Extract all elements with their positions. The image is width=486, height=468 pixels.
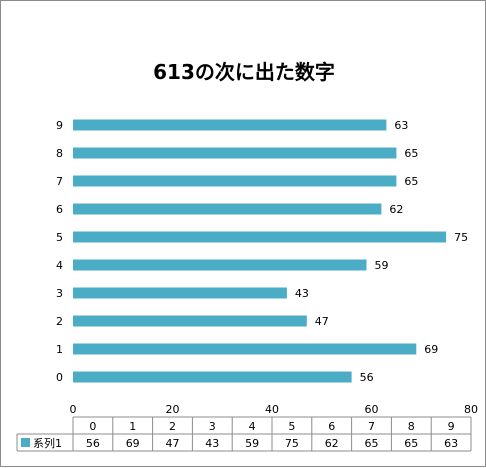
category-label-4: 4: [56, 259, 63, 272]
table-value-8: 65: [404, 437, 418, 450]
data-label-7: 65: [404, 175, 418, 188]
table-value-0: 56: [86, 437, 100, 450]
table-header-8: 8: [408, 420, 415, 433]
table-header-3: 3: [209, 420, 216, 433]
table-header-2: 2: [169, 420, 176, 433]
category-label-6: 6: [56, 203, 63, 216]
table-header-9: 9: [448, 420, 455, 433]
data-label-1: 69: [424, 343, 438, 356]
bar-8: [73, 147, 397, 159]
table-header-7: 7: [368, 420, 375, 433]
bar-0: [73, 371, 352, 383]
data-label-6: 62: [389, 203, 403, 216]
bars-group: [73, 119, 447, 383]
legend-key-icon: [21, 438, 30, 447]
table-value-5: 75: [285, 437, 299, 450]
table-header-6: 6: [328, 420, 335, 433]
category-label-8: 8: [56, 147, 63, 160]
table-value-9: 63: [444, 437, 458, 450]
category-label-9: 9: [56, 119, 63, 132]
chart-title: 613の次に出た数字: [153, 60, 335, 84]
data-label-2: 47: [315, 315, 329, 328]
x-tick-label-40: 40: [265, 403, 279, 416]
table-value-1: 69: [126, 437, 140, 450]
category-label-3: 3: [56, 287, 63, 300]
table-value-3: 43: [205, 437, 219, 450]
bar-1: [73, 343, 417, 355]
data-label-5: 75: [454, 231, 468, 244]
bar-6: [73, 203, 382, 215]
category-label-7: 7: [56, 175, 63, 188]
category-label-5: 5: [56, 231, 63, 244]
data-label-0: 56: [360, 371, 374, 384]
x-axis: 0 20 40 60 80: [70, 403, 479, 416]
table-value-4: 59: [245, 437, 259, 450]
table-header-4: 4: [249, 420, 256, 433]
data-label-9: 63: [394, 119, 408, 132]
x-tick-label-60: 60: [365, 403, 379, 416]
bar-4: [73, 259, 367, 271]
category-label-0: 0: [56, 371, 63, 384]
bar-9: [73, 119, 387, 131]
category-labels-group: 0 1 2 3 4 5 6 7 8 9: [56, 119, 63, 384]
data-table: 0 56 1 69 2 47 3 43 4 59 5 75 6 62 7 65 8 65 9 63 系列1: [16, 416, 472, 452]
data-label-8: 65: [404, 147, 418, 160]
data-labels-group: 56 69 47 43 59 75 62 65 65 63: [295, 119, 468, 384]
category-label-2: 2: [56, 315, 63, 328]
table-header-0: 0: [89, 420, 96, 433]
x-tick-label-20: 20: [166, 403, 180, 416]
data-label-4: 59: [375, 259, 389, 272]
table-value-2: 47: [166, 437, 180, 450]
bar-7: [73, 175, 397, 187]
bar-3: [73, 287, 287, 299]
table-header-5: 5: [288, 420, 295, 433]
bar-2: [73, 315, 307, 327]
table-value-7: 65: [365, 437, 379, 450]
legend-series-name: 系列1: [33, 436, 62, 450]
bar-5: [73, 231, 447, 243]
x-tick-label-0: 0: [70, 403, 77, 416]
x-tick-label-80: 80: [464, 403, 478, 416]
category-label-1: 1: [56, 343, 63, 356]
table-header-1: 1: [129, 420, 136, 433]
data-label-3: 43: [295, 287, 309, 300]
table-value-6: 62: [325, 437, 339, 450]
